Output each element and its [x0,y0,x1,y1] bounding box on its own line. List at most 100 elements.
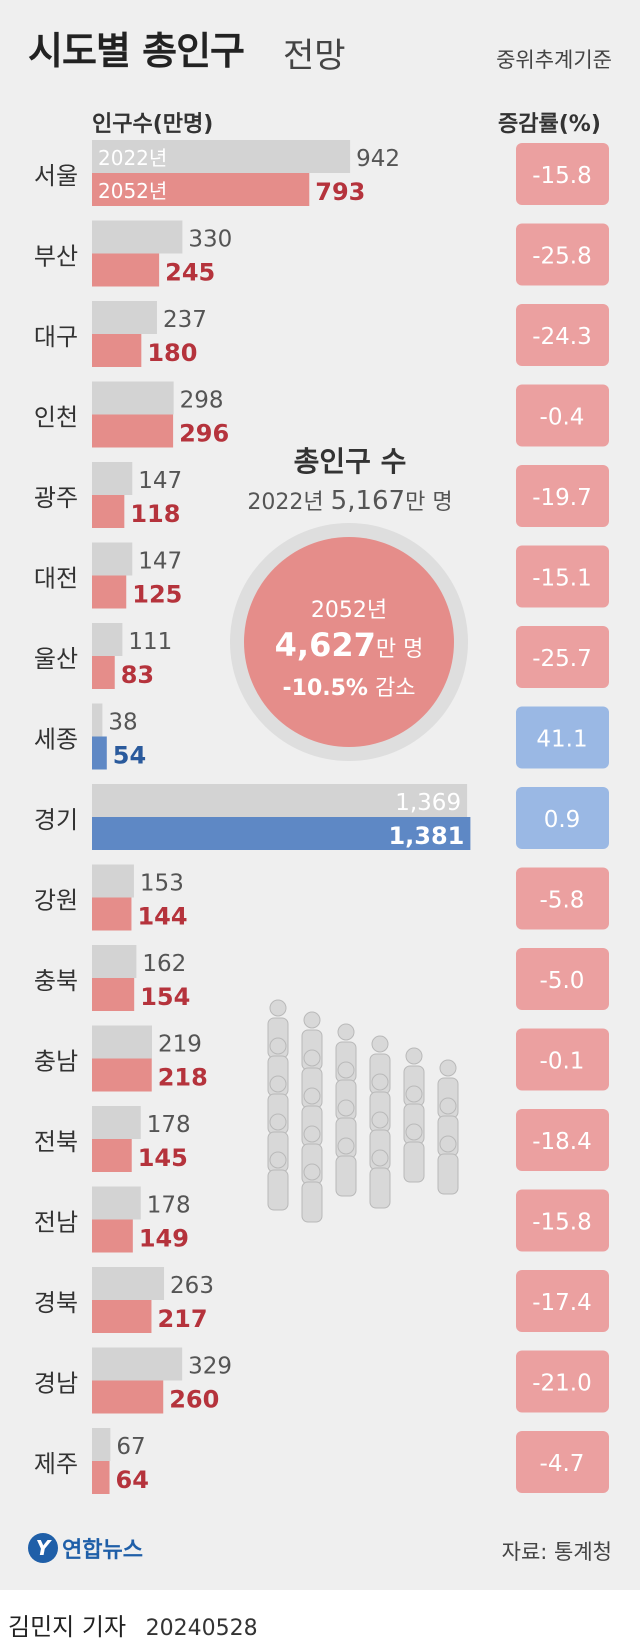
region-label: 전남 [34,1209,78,1237]
change-rate-box [516,304,609,366]
logo-mark-icon: Y [28,1533,58,1563]
change-rate-box [516,465,609,527]
person-head-icon [303,1125,321,1143]
person-head-icon [371,1073,389,1091]
region-label: 광주 [34,484,78,512]
change-rate-box [516,706,609,769]
bar-2022 [92,381,174,415]
value-label-2052: 118 [130,500,180,528]
person-head-icon [269,1113,287,1131]
person-head-icon [269,1151,287,1169]
region-label: 울산 [34,645,78,673]
region-label: 경남 [34,1370,78,1398]
person-head-icon [439,1059,457,1077]
person-head-icon [303,1049,321,1067]
change-rate-value: -25.7 [532,646,592,672]
person-head-icon [303,1011,321,1029]
region-label: 경북 [34,1289,78,1317]
person-head-icon [337,1099,355,1117]
region-label: 제주 [34,1450,78,1478]
value-label-2022: 330 [188,227,232,253]
value-label-2052: 217 [157,1305,207,1333]
basis-note: 중위추계기준 [496,48,612,72]
value-label-2022: 263 [170,1273,214,1299]
value-label-2052: 145 [138,1144,188,1172]
change-rate-value: 0.9 [544,807,581,833]
value-label-2052: 296 [179,420,229,448]
value-label-2022: 111 [128,629,172,655]
bar-2052 [92,656,115,689]
bar-2052 [92,173,310,206]
person-head-icon [439,1135,457,1153]
bar-2052 [92,1139,132,1172]
region-label: 충남 [34,1048,78,1076]
byline: 김민지 기자 20240528 [8,1607,258,1642]
value-label-2022: 942 [356,146,400,172]
person-head-icon [337,1061,355,1079]
change-rate-box [516,867,609,930]
logo-text: 연합뉴스 [62,1538,143,1563]
change-rate-value: -5.0 [540,968,585,994]
bar-2052 [92,897,132,931]
region-label: 세종 [34,726,78,754]
total-2052-unit: 만 명 [375,637,424,662]
change-rate-value: -18.4 [532,1129,592,1155]
value-label-2052: 793 [315,178,365,206]
person-head-icon [371,1035,389,1053]
person-head-icon [371,1111,389,1129]
legend-2022: 2022년 [98,146,167,170]
change-rate-value: -0.4 [540,405,585,431]
change-rate-box [516,143,609,205]
person-body-icon [301,1181,323,1223]
bar-2022 [92,462,133,495]
bar-2022 [92,140,351,173]
change-rate-value: -21.0 [532,1371,592,1397]
bar-2052 [92,817,471,850]
value-label-2022: 147 [138,468,182,494]
person-head-icon [337,1023,355,1041]
total-2022-value: 5,167 [330,486,406,516]
total-population-box: 총인구 수 2022년 5,167만 명 [230,440,470,516]
chart-title: 시도별 총인구 [28,29,245,73]
value-label-2052: 218 [158,1064,208,1092]
bar-2052 [92,1058,152,1092]
chart-subtitle: 전망 [283,36,346,76]
bar-2022 [92,623,123,656]
person-head-icon [337,1137,355,1155]
bar-2022 [92,864,134,898]
bar-2022 [92,1428,111,1461]
bar-2052 [92,414,174,448]
bar-2022 [92,703,103,737]
change-rate-value: 41.1 [536,727,587,753]
total-2052-year: 2052년 [310,598,388,623]
value-label-2022: 298 [180,388,224,414]
change-rate-value: -25.8 [532,244,592,270]
total-2052-circle: 2052년 4,627만 명 -10.5% 감소 [244,537,454,747]
publish-date: 20240528 [145,1616,258,1641]
population-header: 인구수(만명) [92,112,214,137]
bar-2052 [92,495,125,528]
person-head-icon [371,1149,389,1167]
value-label-2052: 149 [139,1225,189,1253]
region-label: 강원 [34,887,78,915]
value-label-2052: 64 [116,1466,149,1494]
source-note: 자료: 통계청 [501,1540,612,1564]
total-2052-value-line: 4,627만 명 [244,626,454,664]
value-label-2052: 54 [113,742,146,770]
change-rate-value: -17.4 [532,1290,592,1316]
legend-2052: 2052년 [98,179,167,203]
total-2022-year: 2022년 [247,490,324,515]
person-head-icon [269,1037,287,1055]
change-rate-value: -24.3 [532,324,592,350]
value-label-2022: 329 [188,1354,232,1380]
region-label: 서울 [34,162,78,190]
change-rate-box [516,223,609,286]
person-head-icon [303,1163,321,1181]
person-head-icon [269,1075,287,1093]
reporter-name: 김민지 기자 [8,1613,127,1641]
change-rate-box [516,1350,609,1413]
total-2052-value: 4,627 [274,626,376,664]
value-label-2022: 219 [158,1032,202,1058]
change-rate-box [516,1189,609,1252]
person-head-icon [405,1047,423,1065]
